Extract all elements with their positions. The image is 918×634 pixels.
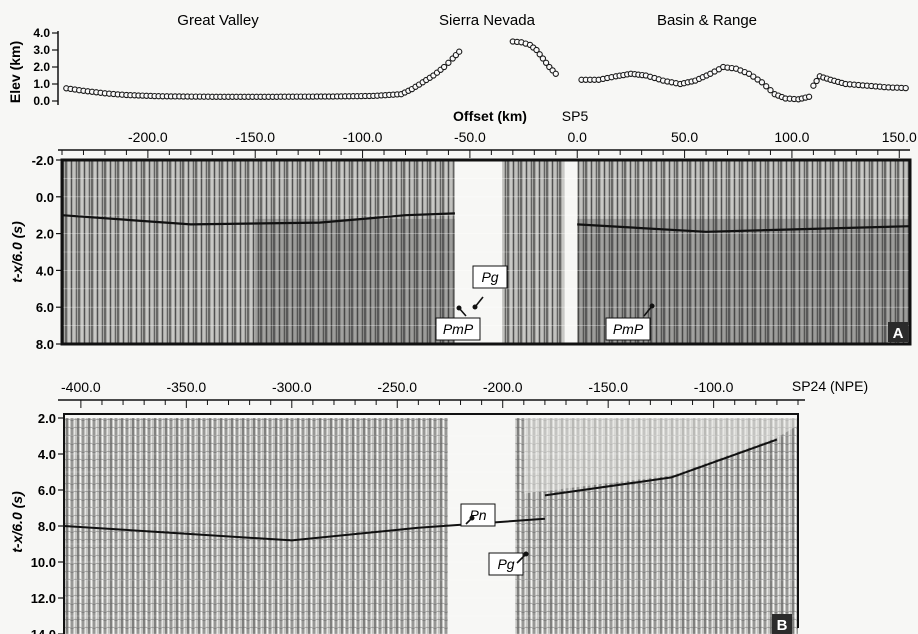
panel-b-x-tick-label: -100.0	[694, 379, 734, 395]
panel-a-label: A	[893, 325, 904, 342]
elev-y-tick-label: 2.0	[33, 60, 50, 74]
panel-b-noise-zone	[523, 418, 798, 494]
elevation-point	[758, 79, 766, 86]
annotation-arrowhead	[523, 551, 529, 557]
panel-b-label: B	[777, 617, 788, 634]
panel-b-x-tick-label: -250.0	[377, 379, 417, 395]
elevation-point	[440, 63, 448, 71]
panel-b-y-tick-label: 14.0	[31, 627, 56, 634]
panel-a-x-tick-label: -150.0	[235, 129, 275, 145]
panel-a-x-tick-label: -200.0	[128, 129, 168, 145]
annotation-box	[472, 265, 508, 289]
panel-a-x-tick-label: 0.0	[568, 129, 588, 145]
annotation-label: Pg	[497, 556, 514, 572]
region-label-great-valley: Great Valley	[177, 12, 259, 29]
elev-axis-label: Elev (km)	[7, 41, 23, 103]
annotation-arrowhead	[649, 303, 655, 309]
panel-a-x-tick-label: -50.0	[454, 129, 486, 145]
annotation-box	[435, 317, 481, 341]
sp24-label: SP24 (NPE)	[792, 378, 868, 394]
elev-y-tick-label: 3.0	[33, 43, 50, 57]
panel-b-x-tick-label: -150.0	[588, 379, 628, 395]
panel-b-label-box	[772, 614, 792, 634]
offset-axis-label: Offset (km)	[453, 108, 527, 124]
panel-b-y-tick-label: 8.0	[38, 519, 56, 534]
panel-b-x-tick-label: -350.0	[166, 379, 206, 395]
elev-y-tick-label: 0.0	[33, 94, 50, 108]
panel-a-x-tick-label: 100.0	[774, 129, 809, 145]
region-label-sierra-nevada: Sierra Nevada	[439, 12, 536, 29]
panel-b-trace-band	[64, 418, 448, 634]
panel-b-y-tick-label: 2.0	[38, 411, 56, 426]
panel-b-y-tick-label: 12.0	[31, 591, 56, 606]
elevation-panel: Elev (km) 4.0 3.0 2.0 1.0 0.0	[7, 26, 909, 108]
elevation-point	[767, 87, 774, 94]
seismic-panel-b: t-x/6.0 (s) 2.0 4.0 6.0 8.0 10.0 12.0 14.0 Pn P…	[9, 411, 799, 634]
panel-a-x-tick-label: -100.0	[343, 129, 383, 145]
elevation-point	[805, 93, 813, 100]
panel-a-y-axis-label: t-x/6.0 (s)	[9, 221, 25, 283]
elevation-point	[552, 70, 559, 77]
elev-y-tick-label: 1.0	[33, 77, 50, 91]
elevation-point	[813, 77, 820, 85]
panel-a-y-tick-label: 6.0	[36, 300, 54, 315]
sp5-label: SP5	[562, 108, 589, 124]
annotation-box	[605, 317, 651, 341]
annotation-label: PmP	[443, 321, 474, 337]
elevation-point	[533, 46, 540, 54]
panel-a-label-box	[888, 322, 908, 342]
elevation-point	[763, 83, 770, 90]
panel-b-x-tick-label: -300.0	[272, 379, 312, 395]
panel-b-y-tick-label: 6.0	[38, 483, 56, 498]
elevation-point	[542, 59, 550, 66]
region-label-basin-range: Basin & Range	[657, 12, 757, 29]
annotation-box	[488, 552, 524, 576]
panel-a-x-tick-label: 150.0	[882, 129, 917, 145]
panel-a-phase-line	[577, 223, 911, 233]
annotation-label: PmP	[613, 321, 644, 337]
elevation-point	[456, 48, 463, 55]
panel-a-frame	[60, 158, 912, 346]
panel-a-y-tick-label: 2.0	[36, 227, 54, 242]
panel-a-y-tick-label: 4.0	[36, 263, 54, 278]
panel-b-frame	[63, 413, 799, 634]
elevation-point	[536, 51, 543, 58]
panel-a-x-tick-label: 50.0	[671, 129, 698, 145]
panel-b-x-tick-label: -200.0	[483, 379, 523, 395]
elevation-point	[539, 55, 547, 62]
elevation-point	[810, 82, 817, 89]
panel-b-y-tick-label: 10.0	[31, 555, 56, 570]
elevation-point	[445, 59, 452, 66]
panel-b-x-tick-label: -400.0	[61, 379, 101, 395]
panel-b-y-axis-label: t-x/6.0 (s)	[9, 491, 25, 553]
annotation-arrowhead	[469, 515, 475, 521]
elev-y-tick-label: 4.0	[33, 26, 50, 40]
seismic-panel-a: t-x/6.0 (s) -2.0 0.0 2.0 4.0 6.0 8.0 Pg PmP PmP…	[9, 153, 912, 352]
annotation-arrowhead	[472, 304, 478, 310]
panel-a-phase-line	[61, 212, 455, 226]
panel-a-y-tick-label: 0.0	[36, 190, 54, 205]
annotation-arrowhead	[456, 305, 462, 311]
elevation-point	[902, 84, 909, 92]
panel-b-phase-line	[544, 438, 778, 497]
panel-a-y-tick-label: 8.0	[36, 337, 54, 352]
panel-b-y-tick-label: 4.0	[38, 447, 56, 462]
elevation-point	[745, 70, 753, 77]
panel-a-y-tick-label: -2.0	[32, 153, 54, 168]
annotation-label: Pg	[481, 269, 498, 285]
elevation-point	[754, 76, 761, 83]
panel-a-trace-band	[255, 218, 455, 344]
elevation-point	[750, 73, 757, 80]
annotation-label: Pn	[469, 507, 486, 523]
